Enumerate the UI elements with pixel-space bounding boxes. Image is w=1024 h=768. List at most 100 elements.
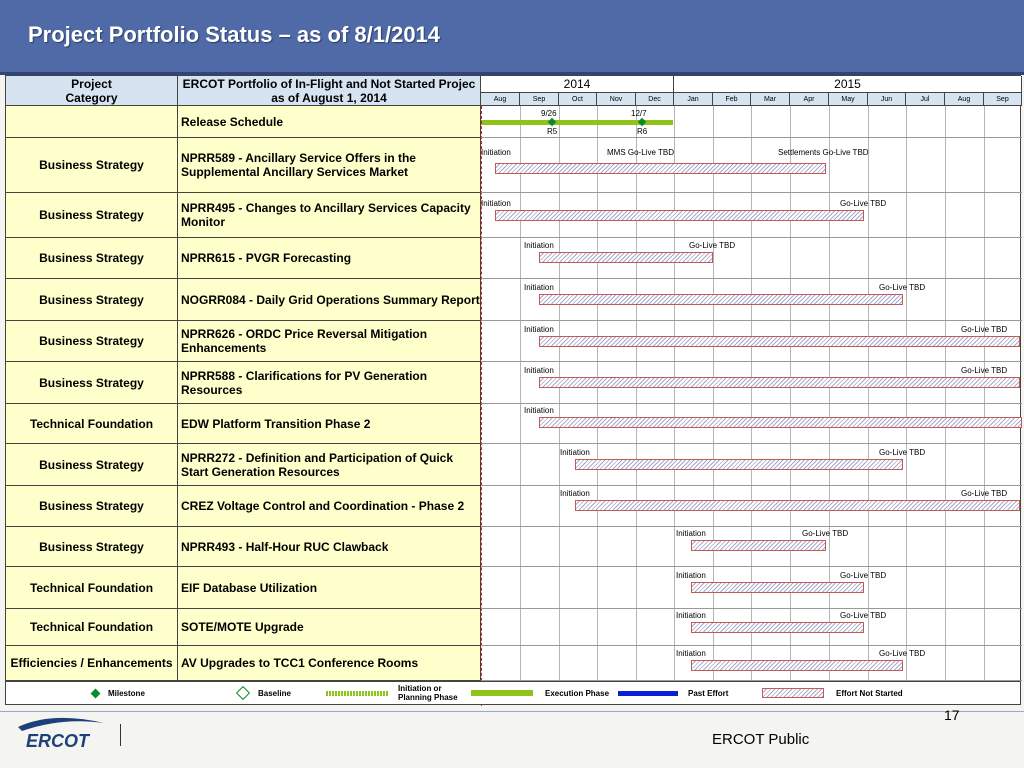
legend-initiation-label: Initiation or Planning Phase [398, 684, 458, 702]
title-banner: Project Portfolio Status – as of 8/1/201… [0, 0, 1024, 75]
gantt-label: Initiation [524, 325, 554, 334]
month-gridline [751, 106, 752, 682]
not-started-bar [575, 459, 903, 470]
legend-not-started-label: Effort Not Started [836, 688, 903, 698]
project-description-cell: NPRR615 - PVGR Forecasting [178, 238, 481, 279]
month-gridline [906, 106, 907, 682]
project-description-cell: EDW Platform Transition Phase 2 [178, 404, 481, 444]
not-started-bar [539, 417, 1022, 428]
year-2015: 2015 [674, 76, 1022, 93]
project-description-cell: SOTE/MOTE Upgrade [178, 609, 481, 646]
description-header-label: ERCOT Portfolio of In-Flight and Not Sta… [182, 76, 476, 105]
gantt-label: Go-Live TBD [840, 571, 887, 580]
year-2014: 2014 [481, 76, 674, 93]
row-divider [481, 443, 1022, 444]
description-header: ERCOT Portfolio of In-Flight and Not Sta… [178, 76, 481, 106]
page-number: 17 [944, 707, 960, 723]
category-cell: Technical Foundation [6, 567, 178, 609]
month-label: Aug [945, 93, 984, 106]
category-cell: Business Strategy [6, 238, 178, 279]
row-divider [481, 278, 1022, 279]
month-gridline [713, 106, 714, 682]
gantt-label: 12/7 [631, 109, 647, 118]
milestone-icon [90, 688, 101, 698]
month-label: Jan [674, 93, 713, 106]
category-cell: Business Strategy [6, 486, 178, 527]
baseline-icon [235, 685, 251, 701]
project-description-cell: NPRR272 - Definition and Participation o… [178, 444, 481, 486]
past-effort-swatch-icon [618, 690, 678, 696]
not-started-bar [539, 377, 1020, 388]
project-description-cell: EIF Database Utilization [178, 567, 481, 609]
month-gridline [868, 106, 869, 682]
gantt-label: Initiation [524, 241, 554, 250]
gantt-label: 9/26 [541, 109, 557, 118]
legend-past-effort-label: Past Effort [688, 688, 729, 698]
gantt-label: Initiation [524, 406, 554, 415]
not-started-bar [495, 210, 864, 221]
month-label: May [829, 93, 868, 106]
gantt-label: Initiation [481, 148, 511, 157]
gantt-label: Settlements Go-Live TBD [778, 148, 869, 157]
portfolio-table: Project Category ERCOT Portfolio of In-F… [5, 75, 1022, 706]
footer-rule [0, 711, 1024, 712]
gantt-label: Initiation [676, 571, 706, 580]
initiation-swatch-icon [326, 690, 388, 696]
ercot-logo: ERCOT [18, 717, 104, 751]
not-started-bar [539, 252, 713, 263]
row-divider [481, 237, 1022, 238]
month-gridline [520, 106, 521, 682]
category-cell: Business Strategy [6, 193, 178, 238]
month-gridline [636, 106, 637, 682]
not-started-bar [691, 622, 864, 633]
category-cell: Business Strategy [6, 279, 178, 321]
gantt-chart: 2014 2015 Aug Sep Oct Nov Dec Jan Feb Mar Apr May… [481, 76, 1022, 706]
project-description-cell: Release Schedule [178, 106, 481, 138]
gantt-label: Initiation [676, 529, 706, 538]
gantt-label: Go-Live TBD [802, 529, 849, 538]
month-label: Feb [713, 93, 751, 106]
not-started-bar [575, 500, 1020, 511]
gantt-label: Go-Live TBD [689, 241, 736, 250]
gantt-label: Initiation [560, 489, 590, 498]
legend-execution-label: Execution Phase [545, 688, 610, 698]
gantt-label: Go-Live TBD [840, 611, 887, 620]
legend-not-started: Effort Not Started [762, 682, 903, 704]
month-label: Mar [751, 93, 790, 106]
month-label: Sep [520, 93, 559, 106]
gantt-label: Initiation [676, 611, 706, 620]
svg-text:ERCOT: ERCOT [26, 731, 91, 751]
gantt-label: Go-Live TBD [879, 448, 926, 457]
project-description-cell: NPRR589 - Ancillary Service Offers in th… [178, 138, 481, 193]
month-gridline [674, 106, 675, 682]
row-divider [481, 485, 1022, 486]
category-cell: Business Strategy [6, 444, 178, 486]
project-description-cell: AV Upgrades to TCC1 Conference Rooms [178, 646, 481, 681]
project-description-cell: NPRR588 - Clarifications for PV Generati… [178, 362, 481, 404]
execution-swatch-icon [471, 690, 533, 696]
legend: Milestone Baseline Initiation or Plannin… [5, 681, 1021, 705]
gantt-label: Go-Live TBD [879, 649, 926, 658]
legend-milestone-label: Milestone [108, 688, 145, 698]
month-gridline [597, 106, 598, 682]
gantt-label: Go-Live TBD [840, 199, 887, 208]
gantt-label: R6 [637, 127, 648, 136]
not-started-bar [691, 660, 903, 671]
not-started-bar [539, 336, 1020, 347]
month-label: Oct [559, 93, 597, 106]
row-divider [481, 403, 1022, 404]
month-gridline [559, 106, 560, 682]
not-started-bar [495, 163, 826, 174]
month-label: Jul [906, 93, 945, 106]
project-description-cell: NPRR626 - ORDC Price Reversal Mitigation… [178, 321, 481, 362]
month-label: Aug [481, 93, 520, 106]
legend-milestone: Milestone [90, 682, 145, 704]
gantt-label: Initiation [524, 366, 554, 375]
title-rule [0, 72, 1024, 75]
month-gridline [945, 106, 946, 682]
row-divider [481, 645, 1022, 646]
month-gridline [790, 106, 791, 682]
project-description-cell: NOGRR084 - Daily Grid Operations Summary… [178, 279, 481, 321]
row-divider [481, 680, 1022, 681]
page-title: Project Portfolio Status – as of 8/1/201… [28, 22, 441, 47]
